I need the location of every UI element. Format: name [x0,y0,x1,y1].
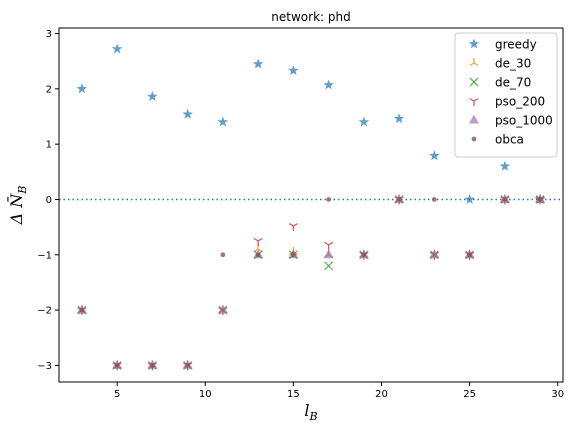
data-point [429,249,440,259]
legend-marker [469,114,479,124]
x-tick-label: 20 [375,389,388,400]
data-point [147,91,158,101]
legend-item-pso-1000: pso_1000 [469,114,553,128]
data-point [499,160,511,171]
y-axis-label: Δ N̄B [5,186,29,226]
data-point [323,241,334,250]
legend-label: de_70 [495,76,531,90]
data-point [76,83,88,94]
legend-marker [471,136,477,142]
legend-label: obca [495,133,524,147]
data-point [114,363,120,368]
y-tick-label: 0 [46,195,52,206]
y-tick-label: 3 [46,29,52,40]
data-point [253,237,263,246]
data-point [464,194,475,204]
y-axis-ticks: −3 −2 −1 0 1 2 3 [37,29,59,372]
legend-marker [469,97,479,106]
y-tick-label: −2 [37,306,52,317]
legend-item-de-30: de_30 [469,57,531,71]
legend-label: greedy [495,38,537,52]
data-point [323,79,334,90]
y-tick-label: −1 [37,250,52,261]
data-point [358,116,370,127]
data-point [361,252,367,258]
legend-label: pso_1000 [495,114,553,128]
y-tick-label: 1 [46,140,52,151]
x-tick-label: 30 [551,389,564,400]
y-tick-label: 2 [46,84,52,95]
data-point [429,150,440,161]
data-point [502,197,508,202]
data-point [324,261,334,271]
legend-item-obca: obca [471,133,524,147]
plot-frame [58,27,564,383]
legend-label: de_30 [495,57,531,71]
legend-item-pso-200: pso_200 [469,95,545,109]
data-point [290,252,296,258]
legend-marker [469,58,479,67]
series-obca [79,197,543,368]
data-point [255,252,261,258]
chart-title: network: phd [271,10,350,24]
data-point [537,197,543,202]
x-tick-label: 15 [287,389,300,400]
data-point [79,307,85,313]
data-point [326,197,332,202]
series-greedy [76,43,546,204]
x-tick-label: 5 [114,389,120,400]
legend-marker [469,77,479,87]
data-point [217,304,228,314]
x-axis-ticks: 5 10 15 20 25 30 [114,382,564,400]
data-point [220,252,226,258]
y-tick-label: −3 [37,361,52,372]
data-point [467,252,473,258]
data-point [252,58,264,69]
data-point [185,363,191,368]
data-point [393,113,405,124]
legend-label: pso_200 [495,95,545,109]
data-point [111,43,123,54]
legend-marker [468,38,480,49]
data-point [396,197,402,202]
legend-box [454,32,558,158]
legend-item-de-70: de_70 [469,76,531,90]
data-marks-layer [76,43,546,371]
x-tick-label: 10 [199,389,212,400]
data-point [323,249,334,259]
legend-item-greedy: greedy [468,38,537,52]
data-point [149,363,155,368]
data-point [182,108,193,119]
data-point [431,197,437,202]
x-tick-label: 25 [463,389,476,400]
data-point [217,116,229,127]
data-point [288,65,299,75]
data-point [288,222,299,232]
